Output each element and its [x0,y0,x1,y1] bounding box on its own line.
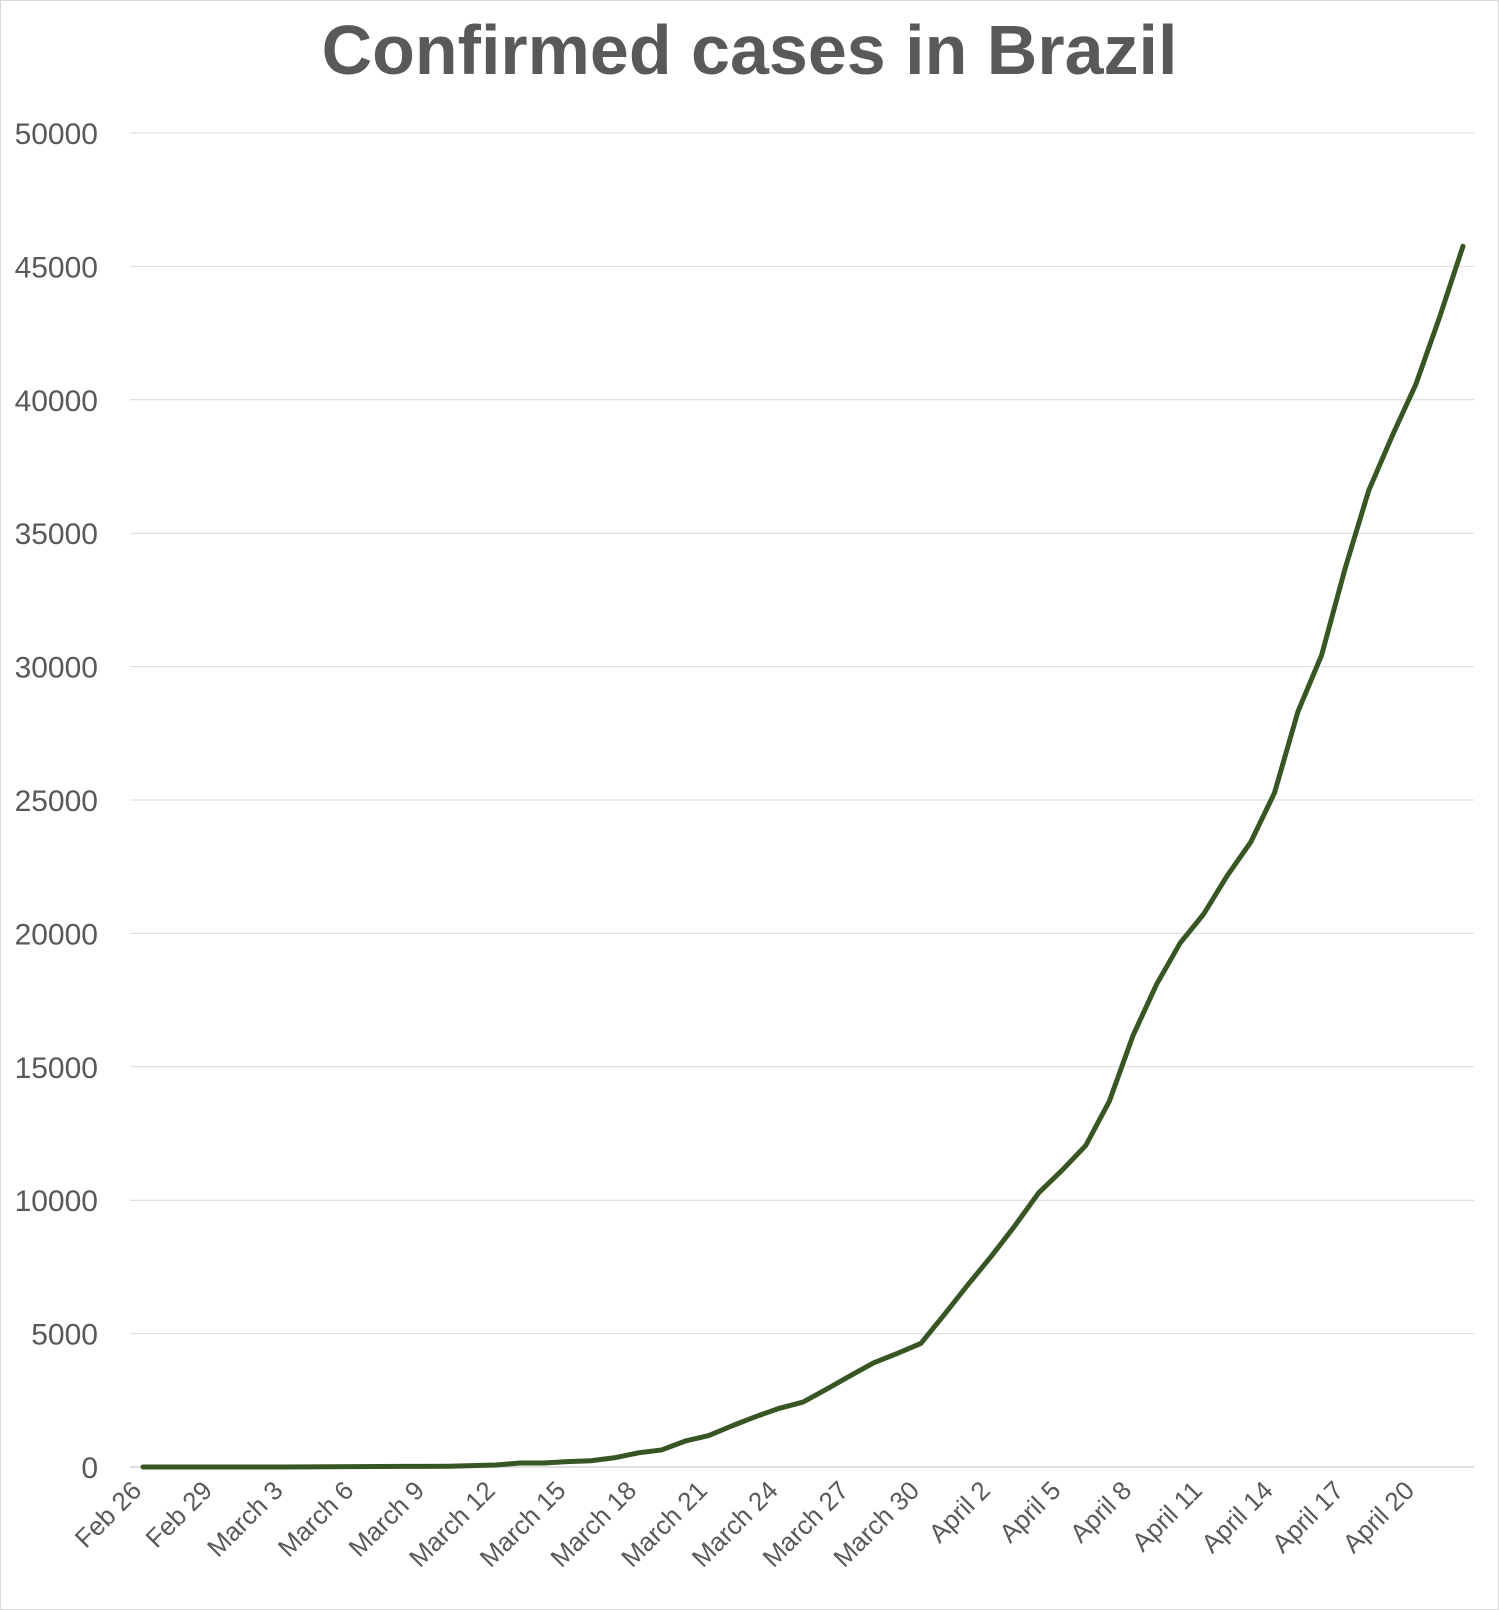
x-tick-label: April 5 [993,1475,1066,1548]
y-tick-label: 5000 [31,1319,98,1352]
y-tick-label: 15000 [15,1052,98,1085]
x-tick-label: April 2 [922,1475,995,1548]
y-tick-label: 35000 [15,518,98,551]
chart-title: Confirmed cases in Brazil [321,11,1178,89]
y-tick-label: 10000 [15,1185,98,1218]
y-tick-label: 0 [81,1452,98,1485]
y-axis-tick-labels: 0 5000 10000 15000 20000 25000 30000 35000 40000… [15,118,98,1485]
series-line [140,243,1466,1470]
gridlines [130,132,1474,1468]
series-layer [140,243,1466,1470]
y-tick-label: 50000 [15,118,98,151]
x-tick-label: March 3 [201,1475,289,1563]
x-tick-label: Feb 26 [69,1475,147,1553]
y-tick-label: 25000 [15,785,98,818]
x-tick-label: March 6 [272,1475,360,1563]
y-tick-label: 45000 [15,251,98,284]
x-tick-label: April 20 [1337,1475,1421,1559]
y-tick-label: 20000 [15,918,98,951]
y-tick-label: 30000 [15,652,98,685]
x-tick-label: April 14 [1195,1475,1279,1559]
x-tick-label: April 11 [1126,1475,1208,1557]
x-tick-label: April 17 [1266,1475,1350,1559]
y-tick-label: 40000 [15,385,98,418]
